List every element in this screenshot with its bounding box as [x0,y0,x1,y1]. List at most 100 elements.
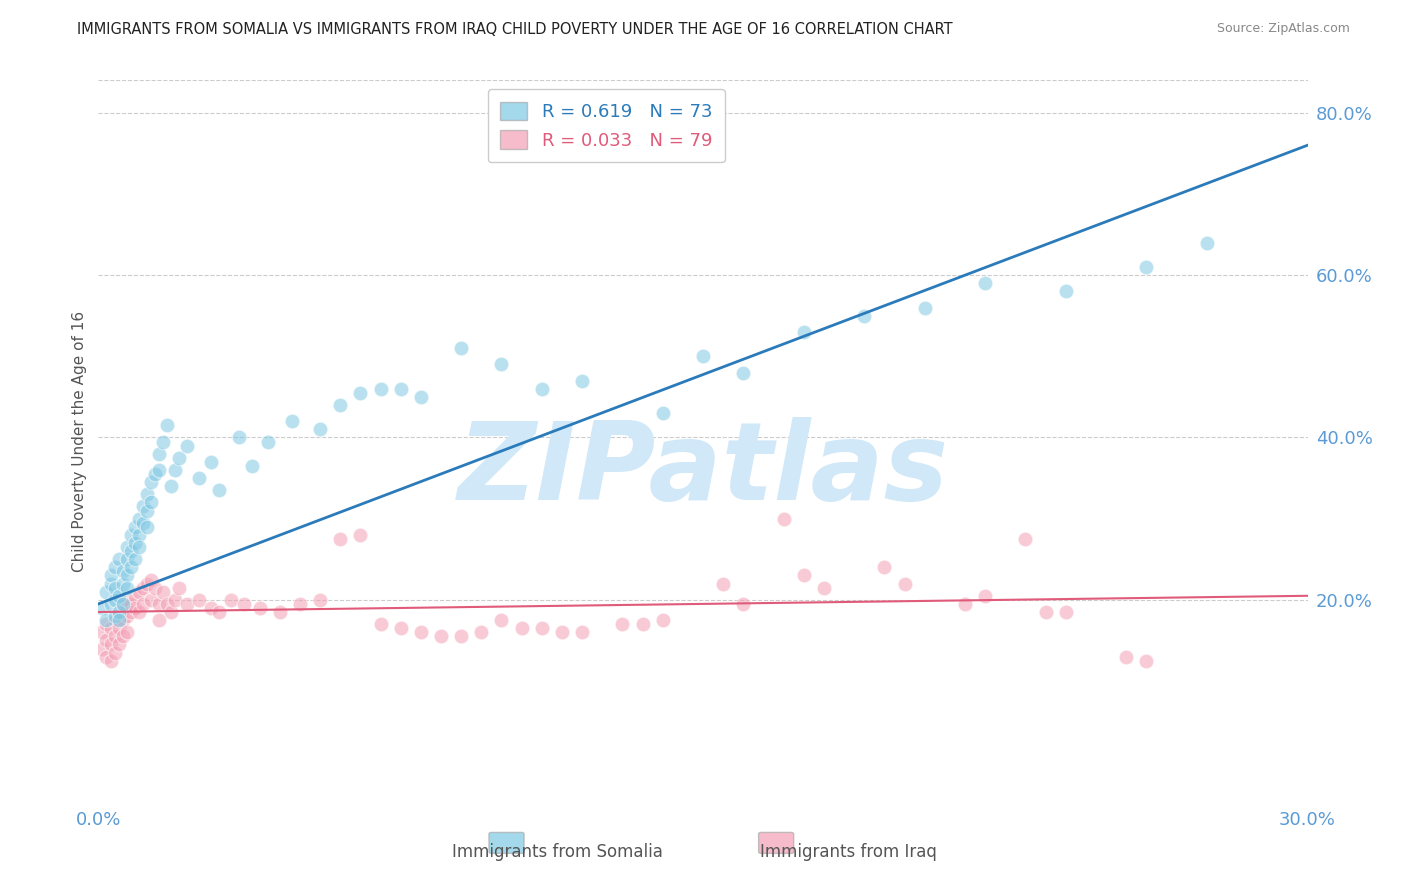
Point [1054,605,1077,619]
Point [132,500,155,514]
Point [1135,260,1157,274]
Point [100,576,122,591]
Point [111,576,134,591]
Point [152,434,174,449]
Point [111,597,134,611]
Point [100,654,122,668]
Point [100,597,122,611]
Point [128,540,150,554]
Point [111,613,134,627]
Point [124,552,146,566]
Point [128,528,150,542]
Point [120,605,142,619]
Point [370,382,392,396]
Point [256,434,278,449]
Point [772,511,794,525]
Point [160,605,183,619]
Point [1195,235,1218,250]
Point [103,609,125,624]
Point [167,581,190,595]
Point [309,422,332,436]
Point [228,430,250,444]
Point [132,516,155,530]
Point [135,520,157,534]
Point [974,589,997,603]
Point [288,597,311,611]
Point [389,382,412,396]
Point [96,617,118,632]
Point [115,609,138,624]
Point [329,532,352,546]
Point [893,576,915,591]
Point [103,646,125,660]
Point [510,621,533,635]
Point [240,458,263,473]
Point [571,625,593,640]
Text: IMMIGRANTS FROM SOMALIA VS IMMIGRANTS FROM IRAQ CHILD POVERTY UNDER THE AGE OF 1: IMMIGRANTS FROM SOMALIA VS IMMIGRANTS FR… [77,22,953,37]
Point [1054,285,1077,299]
Point [103,592,125,607]
Point [96,649,118,664]
Point [349,528,371,542]
Point [953,597,976,611]
Point [281,414,304,428]
Point [100,621,122,635]
Point [148,613,170,627]
Point [91,625,114,640]
Point [96,584,118,599]
Point [100,638,122,652]
Point [91,601,114,615]
Point [124,601,146,615]
Point [163,592,186,607]
Point [309,592,332,607]
Point [409,390,432,404]
Point [139,592,162,607]
Point [1135,654,1157,668]
Point [128,511,150,525]
Text: Source: ZipAtlas.com: Source: ZipAtlas.com [1216,22,1350,36]
Point [120,560,142,574]
Point [135,503,157,517]
Point [115,625,138,640]
Point [188,592,211,607]
Point [551,625,574,640]
Point [103,560,125,574]
Point [200,455,222,469]
Point [115,552,138,566]
Point [793,325,815,339]
Point [132,581,155,595]
Point [107,589,129,603]
Point [692,349,714,363]
Point [148,447,170,461]
FancyBboxPatch shape [489,832,524,854]
Legend: R = 0.619   N = 73, R = 0.033   N = 79: R = 0.619 N = 73, R = 0.033 N = 79 [488,89,725,162]
Point [107,605,129,619]
Point [107,605,129,619]
Point [221,592,243,607]
Point [148,463,170,477]
Point [107,613,129,627]
Point [329,398,352,412]
Point [793,568,815,582]
Point [450,629,472,643]
Point [853,309,876,323]
Point [143,581,166,595]
Point [120,528,142,542]
Point [124,536,146,550]
Point [409,625,432,640]
Point [269,605,291,619]
Point [124,589,146,603]
Point [470,625,492,640]
Point [631,617,654,632]
Point [200,601,222,615]
Point [107,552,129,566]
Point [148,597,170,611]
Point [115,568,138,582]
Point [107,621,129,635]
Point [813,581,835,595]
Point [208,605,231,619]
Point [139,573,162,587]
Point [1035,605,1057,619]
Point [132,597,155,611]
Text: Immigrants from Somalia: Immigrants from Somalia [453,843,664,861]
